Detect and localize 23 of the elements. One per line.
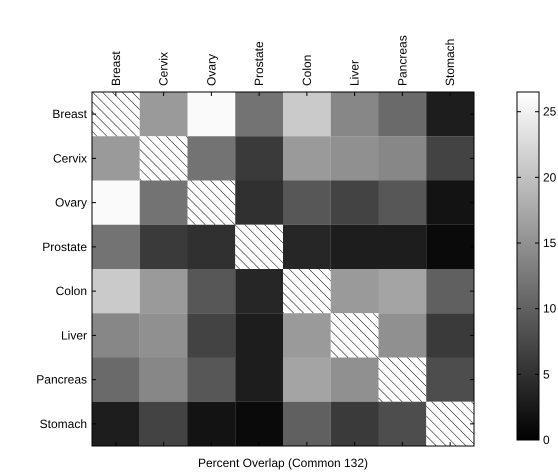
x-axis-title: Percent Overlap (Common 132) <box>198 456 368 470</box>
x-tick-label: Ovary <box>204 54 218 86</box>
color-bar-label: 15 <box>543 236 557 250</box>
x-tick-label: Prostate <box>252 40 266 86</box>
x-tick-label: Pancreas <box>395 35 410 86</box>
color-bar-label: 0 <box>543 433 550 447</box>
y-tick-label: Ovary <box>54 196 87 210</box>
y-tick-label: Liver <box>60 328 87 342</box>
y-tick-label: Pancreas <box>36 372 87 387</box>
y-tick-label: Stomach <box>40 416 87 431</box>
y-tick-label: Breast <box>52 107 88 122</box>
color-bar-label: 20 <box>543 170 557 184</box>
color-bar-label: 5 <box>543 367 550 382</box>
x-tick-label: Breast <box>108 50 123 86</box>
y-tick-label: Prostate <box>42 240 88 254</box>
y-tick-label: Colon <box>56 284 87 298</box>
y-tick-label: Cervix <box>52 151 87 166</box>
x-tick-label: Liver <box>348 60 362 86</box>
color-bar-label: 10 <box>543 302 557 316</box>
x-tick-label: Colon <box>300 54 314 86</box>
color-bar-label: 25 <box>543 104 557 119</box>
x-tick-label: Cervix <box>156 52 171 86</box>
x-tick-label: Stomach <box>443 38 458 86</box>
